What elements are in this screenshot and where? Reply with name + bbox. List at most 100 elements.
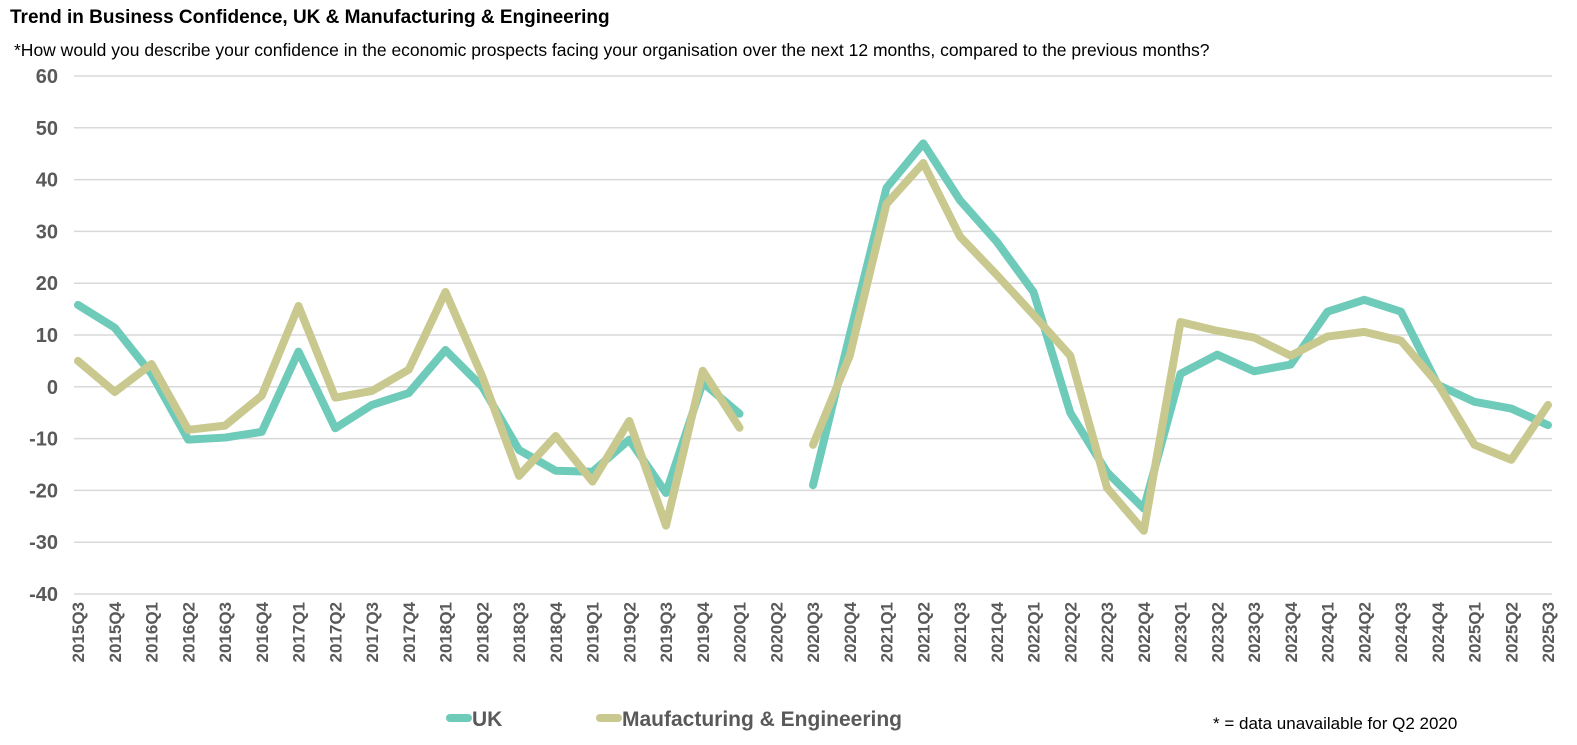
data-point <box>186 428 190 432</box>
x-tick-label: 2017Q2 <box>326 602 345 663</box>
x-tick-label: 2019Q3 <box>657 602 676 663</box>
data-point <box>1473 443 1476 447</box>
data-point <box>1289 354 1293 358</box>
data-point <box>223 436 227 440</box>
y-tick-label: -20 <box>29 480 58 502</box>
data-point <box>1215 329 1219 333</box>
data-point <box>517 448 521 452</box>
data-point <box>1032 290 1035 294</box>
y-tick-label: 60 <box>36 66 58 88</box>
x-tick-label: 2025Q2 <box>1502 602 1521 663</box>
data-point <box>738 412 741 416</box>
x-tick-label: 2016Q3 <box>216 602 235 663</box>
data-point <box>958 235 962 239</box>
x-tick-label: 2022Q1 <box>1025 602 1044 663</box>
x-tick-label: 2023Q1 <box>1172 602 1191 663</box>
data-point <box>921 141 925 145</box>
data-point <box>1142 529 1146 533</box>
data-point <box>1546 423 1550 427</box>
series-line-uk <box>74 300 744 497</box>
data-point <box>1068 411 1072 415</box>
data-point <box>407 391 411 395</box>
x-tick-label: 2021Q2 <box>914 602 933 663</box>
data-point <box>811 483 815 487</box>
y-tick-label: 50 <box>36 118 58 140</box>
footnote: * = data unavailable for Q2 2020 <box>1213 714 1457 733</box>
chart-title: Trend in Business Confidence, UK & Manuf… <box>10 7 610 28</box>
data-point <box>370 403 374 407</box>
data-point <box>664 491 668 495</box>
data-point <box>1215 353 1219 357</box>
data-point <box>1326 310 1329 314</box>
data-point <box>627 438 631 442</box>
data-point <box>1289 363 1293 367</box>
data-point <box>113 390 117 394</box>
x-tick-label: 2016Q1 <box>143 602 162 663</box>
data-point <box>701 369 705 373</box>
x-tick-label: 2017Q1 <box>290 602 309 663</box>
data-point <box>627 419 631 423</box>
x-tick-label: 2019Q2 <box>620 602 639 663</box>
x-tick-label: 2021Q4 <box>988 601 1007 662</box>
x-tick-label: 2025Q1 <box>1466 602 1485 663</box>
data-point <box>1509 407 1513 411</box>
y-tick-label: 30 <box>36 221 58 243</box>
x-tick-label: 2024Q1 <box>1319 602 1338 663</box>
data-point <box>297 304 300 308</box>
x-tick-label: 2018Q1 <box>437 602 456 663</box>
data-point <box>76 303 80 307</box>
data-point <box>1068 354 1072 358</box>
x-tick-label: 2021Q3 <box>951 602 970 663</box>
x-tick-label: 2015Q4 <box>106 601 125 662</box>
x-tick-label: 2018Q3 <box>510 602 529 663</box>
data-point <box>1179 320 1182 324</box>
x-tick-label: 2024Q2 <box>1355 602 1374 663</box>
data-point <box>1326 335 1329 339</box>
data-point <box>591 480 594 484</box>
data-point <box>664 524 668 528</box>
data-point <box>738 426 741 430</box>
x-tick-label: 2022Q2 <box>1061 602 1080 663</box>
data-point <box>1252 369 1256 373</box>
data-point <box>333 426 337 430</box>
data-point <box>1179 372 1182 376</box>
x-tick-label: 2024Q3 <box>1392 602 1411 663</box>
x-tick-label: 2023Q3 <box>1245 602 1264 663</box>
x-tick-label: 2016Q4 <box>253 601 272 662</box>
x-tick-label: 2018Q4 <box>547 601 566 662</box>
series-line-manufacturing-engineering <box>809 159 1552 535</box>
data-point <box>186 438 190 442</box>
x-tick-label: 2020Q3 <box>804 602 823 663</box>
chart-subtitle: *How would you describe your confidence … <box>14 40 1210 60</box>
data-point <box>76 359 80 363</box>
data-point <box>223 424 227 428</box>
data-point <box>1509 458 1513 462</box>
data-point <box>848 354 852 358</box>
y-tick-label: 40 <box>36 170 58 192</box>
data-point <box>113 326 117 330</box>
y-tick-label: -30 <box>29 532 58 554</box>
data-point <box>1252 336 1256 340</box>
x-tick-label: 2017Q4 <box>400 601 419 662</box>
y-tick-label: 10 <box>36 325 58 347</box>
data-point <box>150 362 153 366</box>
x-tick-label: 2020Q1 <box>731 602 750 663</box>
x-tick-label: 2023Q2 <box>1208 602 1227 663</box>
data-point <box>1362 298 1366 302</box>
data-point <box>444 290 447 294</box>
legend-label: UK <box>472 708 502 731</box>
data-point <box>1473 400 1476 404</box>
data-point <box>958 198 962 202</box>
data-point <box>260 430 264 434</box>
data-point <box>1546 403 1550 407</box>
x-tick-label: 2019Q1 <box>584 602 603 663</box>
data-point <box>554 469 558 473</box>
data-point <box>1399 339 1403 343</box>
legend-label: Maufacturing & Engineering <box>622 708 902 731</box>
y-tick-label: 20 <box>36 273 58 295</box>
y-tick-label: 0 <box>47 377 58 399</box>
y-tick-label: -40 <box>29 584 58 606</box>
data-point <box>554 434 558 438</box>
x-tick-label: 2019Q4 <box>694 601 713 662</box>
